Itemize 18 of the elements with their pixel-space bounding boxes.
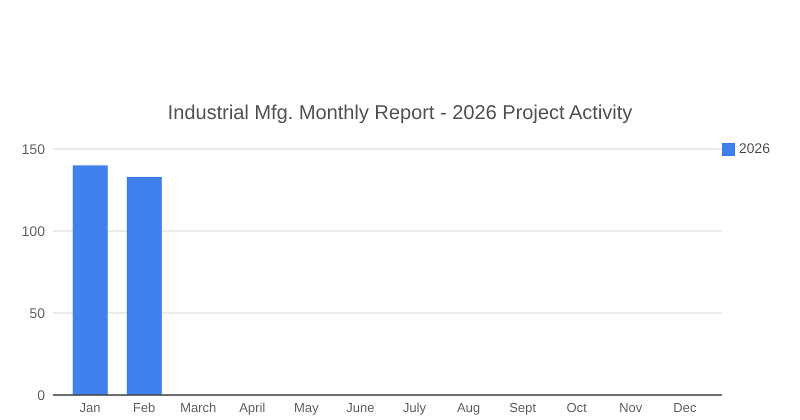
legend-label: 2026 bbox=[738, 140, 770, 156]
x-tick-label: Oct bbox=[566, 400, 588, 416]
x-tick-label: April bbox=[239, 400, 266, 416]
x-tick-label: Jan bbox=[80, 400, 101, 416]
y-tick-label: 0 bbox=[37, 386, 46, 403]
x-tick-label: Aug bbox=[456, 400, 480, 416]
x-tick-label: Feb bbox=[132, 400, 156, 416]
y-tick-label: 150 bbox=[22, 140, 46, 157]
y-tick-label: 50 bbox=[29, 304, 46, 321]
x-tick-label: Dec bbox=[673, 400, 697, 416]
x-tick-label: May bbox=[294, 400, 320, 416]
x-tick-label: Nov bbox=[619, 400, 643, 416]
x-tick-label: March bbox=[180, 400, 216, 416]
chart-title: Industrial Mfg. Monthly Report - 2026 Project Activity bbox=[166, 102, 634, 125]
x-tick-label: Sept bbox=[509, 400, 536, 416]
x-tick-label: June bbox=[346, 400, 374, 416]
x-tick-label: July bbox=[402, 400, 427, 416]
y-tick-label: 100 bbox=[22, 222, 46, 239]
